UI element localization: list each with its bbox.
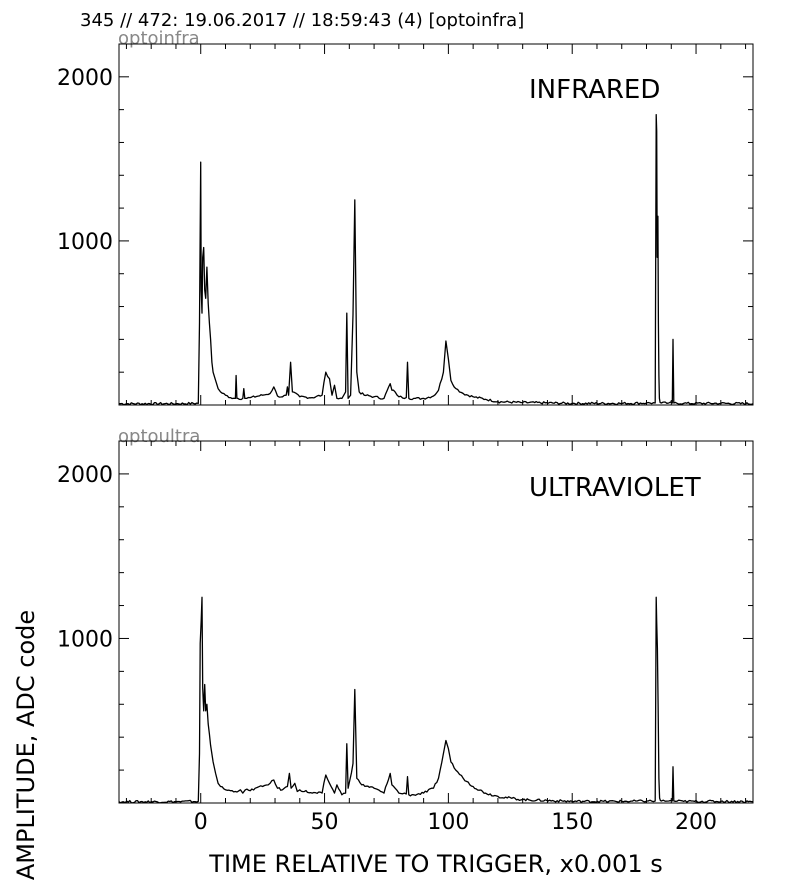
infrared-channel-label: optoinfra: [118, 28, 200, 49]
ultraviolet-ticks: 1000 2000 0 50 100 150 200: [57, 441, 753, 835]
ultraviolet-panel-title: ULTRAVIOLET: [529, 473, 701, 503]
infrared-panel: optoinfra 1000 2000 INFRARED: [57, 28, 754, 406]
y-tick-label: 2000: [57, 463, 113, 488]
y-tick-label: 2000: [57, 66, 113, 91]
infrared-panel-title: INFRARED: [529, 75, 660, 105]
x-axis-label: TIME RELATIVE TO TRIGGER, x0.001 s: [208, 850, 662, 878]
y-tick-label: 1000: [57, 627, 113, 652]
header-title: 345 // 472: 19.06.2017 // 18:59:43 (4) […: [80, 10, 524, 31]
y-axis-label: AMPLITUDE, ADC code: [12, 610, 40, 880]
infrared-ticks: 1000 2000: [57, 44, 753, 405]
x-tick-label: 100: [427, 810, 469, 835]
x-tick-label: 200: [675, 810, 717, 835]
ultraviolet-plot-frame: [118, 440, 754, 804]
y-tick-label: 1000: [57, 230, 113, 255]
x-tick-label: 50: [311, 810, 339, 835]
ultraviolet-series-line: [118, 596, 754, 804]
x-tick-label: 0: [194, 810, 208, 835]
ultraviolet-channel-label: optoultra: [118, 426, 200, 447]
ultraviolet-panel: optoultra 1000 2000 0 50 100 150 200 ULTRAVIOL…: [57, 426, 754, 835]
infrared-series-line: [119, 113, 754, 406]
x-tick-label: 150: [551, 810, 593, 835]
infrared-plot-frame: [118, 43, 754, 406]
